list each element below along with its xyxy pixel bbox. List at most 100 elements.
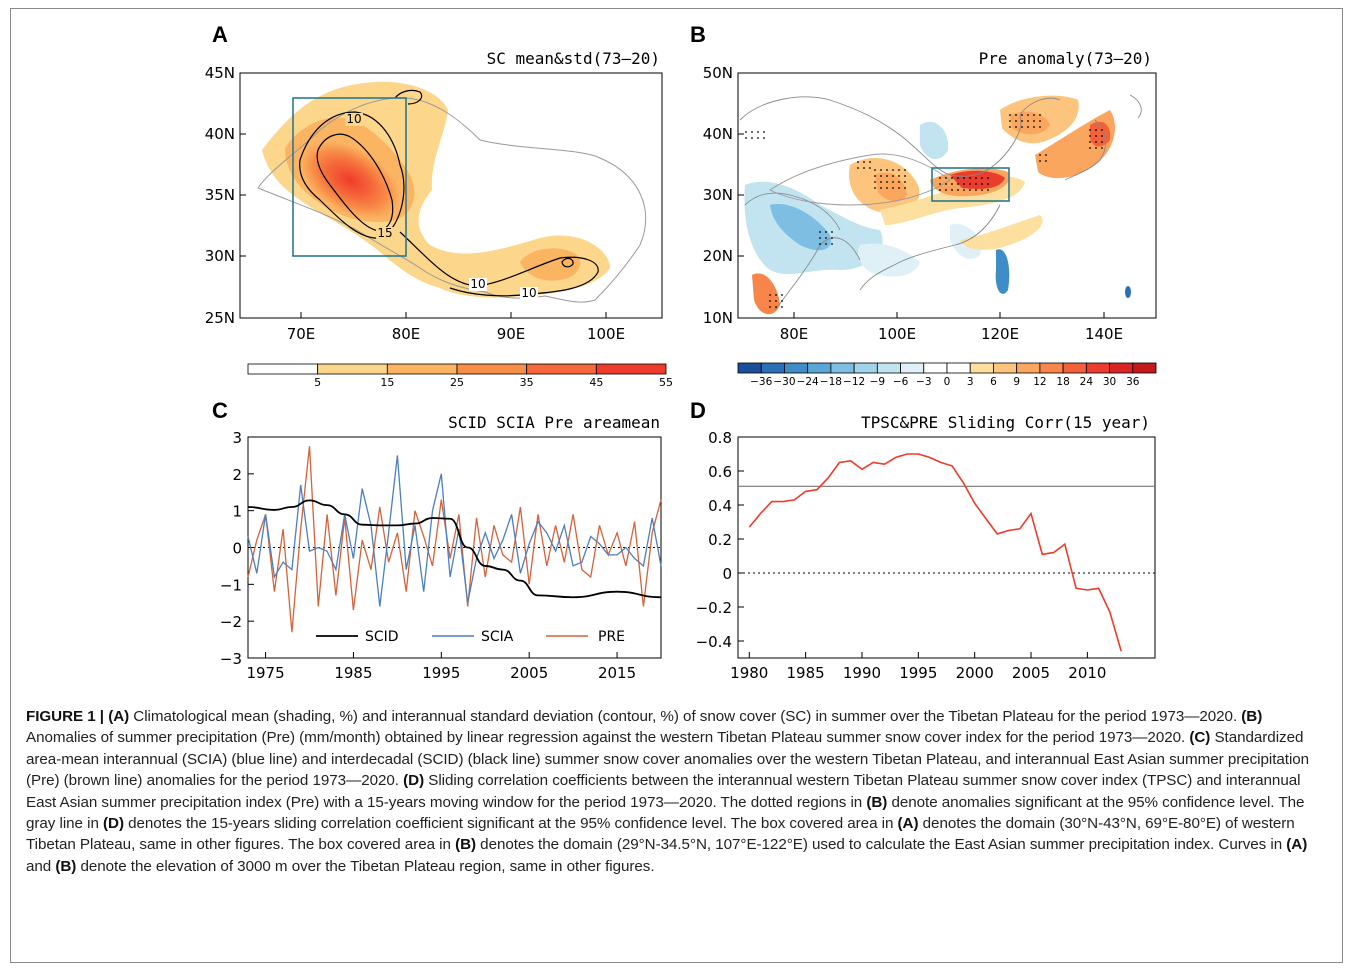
panel-a-colorbar: 5 15 25 35 45 55 (247, 363, 673, 389)
significance-dot (769, 306, 771, 308)
c-ytick-label: 3 (232, 429, 242, 447)
significance-dot (987, 183, 989, 185)
caption-d-text: Sliding correlation coefficients between… (26, 772, 1301, 811)
d-ytick-label: −0.4 (696, 633, 732, 651)
a-xtick: 90E (497, 325, 526, 343)
significance-dot (886, 175, 888, 177)
significance-dot (1039, 120, 1041, 122)
caption-text-3: denotes the 15-years sliding correlation… (123, 815, 898, 833)
pos-anom-sw-india (752, 273, 780, 315)
caption-c-label: (C) (1189, 729, 1211, 747)
colorbar-a-label: 35 (520, 376, 534, 389)
colorbar-b-bin (900, 362, 925, 374)
a-ytick: 30N (205, 247, 235, 265)
colorbar-b-label: 9 (1013, 376, 1020, 388)
panel-a: A SC mean&std(73–20) 10 15 10 (205, 22, 673, 389)
significance-dot (898, 181, 900, 183)
significance-dot (781, 294, 783, 296)
panel-b-label: B (690, 22, 706, 47)
neg-anom-taiwan (995, 249, 1010, 294)
significance-dot (751, 131, 753, 133)
c-xtick-label: 1985 (334, 664, 372, 682)
d-ytick-label: 0.6 (708, 463, 732, 481)
significance-dot (1101, 135, 1103, 137)
colorbar-b-label: −12 (843, 376, 865, 388)
panel-d-label: D (690, 398, 706, 423)
colorbar-b-label: −30 (773, 376, 795, 388)
colorbar-b-label: 24 (1080, 376, 1094, 388)
colorbar-b-bin (1109, 362, 1134, 374)
significance-dot (945, 183, 947, 185)
caption-a-text: Climatological mean (shading, %) and int… (129, 708, 1242, 725)
significance-dot (957, 183, 959, 185)
elevation-3000m-outline (257, 97, 647, 303)
figure-frame (10, 8, 1343, 963)
caption-text-6: and (26, 857, 56, 875)
contour-north (394, 89, 423, 105)
colorbar-a-label: 15 (380, 376, 394, 389)
significance-dot (951, 183, 953, 185)
panel-d-axes: 0.8 0.6 0.4 0.2 0 −0.2 −0.4 1980 1985 1990 1995 200… (696, 429, 1107, 682)
significance-dot (825, 231, 827, 233)
panel-d-frame (737, 436, 1156, 659)
colorbar-b-bin (784, 362, 809, 374)
c-ytick-label: −3 (220, 650, 242, 668)
significance-dot (781, 300, 783, 302)
significance-dot (1015, 126, 1017, 128)
series-pre-line (247, 446, 662, 633)
colorbar-b-label: −6 (893, 376, 909, 388)
d-ytick-label: 0.8 (708, 429, 732, 447)
d-xtick-label: 2000 (956, 664, 994, 682)
significance-dot (1009, 126, 1011, 128)
colorbar-b-bin (923, 362, 948, 374)
caption-text-7: denote the elevation of 3000 m over the … (76, 857, 655, 875)
caption-a2-label: (A) (897, 815, 919, 833)
significance-dot (945, 177, 947, 179)
significance-dot (1095, 141, 1097, 143)
colorbar-b-bin (737, 362, 762, 374)
caption-figure-label: FIGURE 1 | (26, 708, 109, 725)
contour-10 (299, 111, 405, 239)
significance-dot (1021, 114, 1023, 116)
d-xtick-label: 1985 (787, 664, 825, 682)
colorbar-b-bin (830, 362, 855, 374)
significance-dot (939, 189, 941, 191)
significance-dot (981, 183, 983, 185)
panel-b-colorbar: −36 −30 −24 −18 −12 −9 −6 −3 0 3 6 9 12 18 24 30 36 (737, 362, 1157, 388)
significance-dot (981, 177, 983, 179)
colorbar-b-bin (1039, 362, 1064, 374)
significance-dot (1015, 114, 1017, 116)
significance-dot (763, 131, 765, 133)
contour-15 (316, 133, 394, 231)
significance-dot (745, 137, 747, 139)
colorbar-b-bin (993, 362, 1018, 374)
colorbar-b-bin (876, 362, 901, 374)
colorbar-b-label: −36 (750, 376, 772, 388)
significance-dot (831, 231, 833, 233)
caption-text-4: denotes the domain (30°N-43°N, 69°E-80°E… (26, 815, 1295, 854)
panel-d: D TPSC&PRE Sliding Corr(15 year) 0.80.60… (690, 398, 1156, 682)
significance-dot (1009, 120, 1011, 122)
significance-dot (863, 161, 865, 163)
significance-dot (975, 183, 977, 185)
sliding-corr-line (748, 453, 1122, 652)
significance-dot (1039, 126, 1041, 128)
significance-dot (757, 137, 759, 139)
c-ytick-label: 1 (232, 503, 242, 521)
caption-b3-label: (B) (455, 836, 476, 854)
significance-dot (769, 294, 771, 296)
a-ytick: 35N (205, 186, 235, 204)
significance-dot (1089, 141, 1091, 143)
significance-dot (969, 183, 971, 185)
significance-dot (892, 169, 894, 171)
panel-b-title: Pre anomaly(73–20) (979, 49, 1152, 68)
caption-b4-label: (B) (55, 857, 77, 875)
caption-b-label: (B) (1241, 708, 1263, 725)
significance-dot (880, 187, 882, 189)
colorbar-a-bin (317, 363, 388, 375)
significance-dot (963, 183, 965, 185)
significance-dot (951, 189, 953, 191)
significance-dot (874, 175, 876, 177)
colorbar-b-label: 6 (990, 376, 997, 388)
colorbar-b-label: −24 (797, 376, 819, 388)
